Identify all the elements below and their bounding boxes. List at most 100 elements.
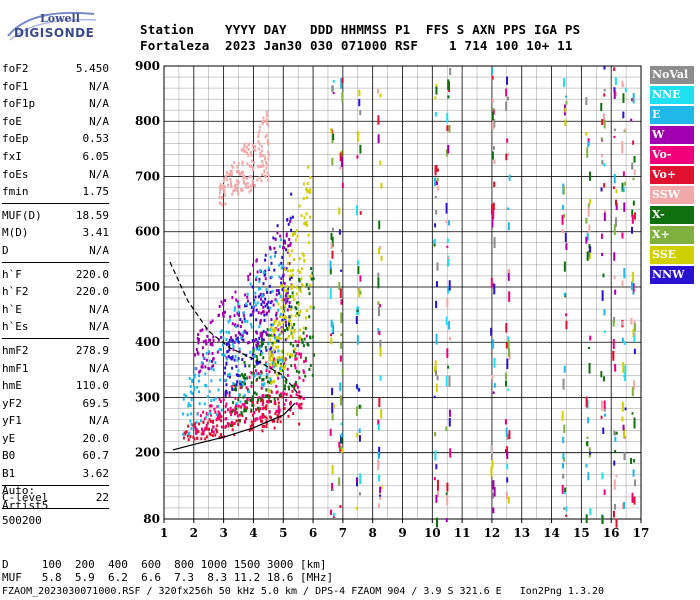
echo-dot xyxy=(267,342,270,346)
echo-dot xyxy=(261,377,264,381)
echo-dot xyxy=(253,365,256,369)
interference-mark xyxy=(506,96,509,101)
interference-mark xyxy=(340,269,343,272)
echo-dot xyxy=(266,328,269,332)
echo-dot xyxy=(204,372,207,376)
param-row: hmF2 278.9 xyxy=(2,342,109,360)
echo-dot xyxy=(261,331,264,335)
interference-mark xyxy=(340,156,343,168)
echo-dot xyxy=(220,329,223,333)
echo-dot xyxy=(297,302,300,306)
echo-dot xyxy=(287,322,290,326)
echo-dot xyxy=(242,177,245,181)
echo-dot xyxy=(293,384,296,388)
echo-dot xyxy=(237,302,240,306)
echo-dot xyxy=(310,267,313,271)
echo-dot xyxy=(259,352,262,356)
echo-dot xyxy=(262,394,265,398)
echo-dot xyxy=(240,405,243,409)
echo-dot xyxy=(283,365,286,369)
echo-dot xyxy=(236,182,239,186)
x-tick-label: 9 xyxy=(398,526,406,540)
echo-dot xyxy=(258,277,261,281)
echo-dot xyxy=(290,314,293,318)
echo-dot xyxy=(259,287,262,291)
interference-mark xyxy=(587,206,590,217)
echo-dot xyxy=(228,331,231,335)
interference-mark xyxy=(377,301,380,305)
echo-dot xyxy=(189,384,192,388)
interference-mark xyxy=(613,87,616,93)
interference-mark xyxy=(493,487,496,497)
echo-dot xyxy=(302,182,305,186)
echo-dot xyxy=(276,420,279,424)
echo-dot xyxy=(230,385,233,389)
interference-mark xyxy=(622,502,625,510)
echo-dot xyxy=(237,404,240,408)
echo-dot xyxy=(291,215,294,219)
echo-dot xyxy=(278,322,281,326)
interference-mark xyxy=(359,110,362,116)
echo-dot xyxy=(204,365,207,369)
logo-swoosh-icon xyxy=(7,11,97,41)
echo-dot xyxy=(206,421,209,425)
echo-dot xyxy=(197,333,200,337)
interference-mark xyxy=(505,342,508,349)
echo-dot xyxy=(302,196,305,200)
interference-mark xyxy=(378,330,381,336)
interference-mark xyxy=(356,260,359,266)
interference-mark xyxy=(587,472,590,481)
echo-dot xyxy=(250,420,253,424)
echo-dot xyxy=(181,412,184,416)
echo-dot xyxy=(222,179,225,183)
interference-mark xyxy=(561,229,564,234)
echo-dot xyxy=(246,376,249,380)
interference-mark xyxy=(378,474,381,482)
echo-dot xyxy=(262,330,265,334)
echo-dot xyxy=(256,401,259,405)
echo-dot xyxy=(257,147,260,151)
interference-mark xyxy=(332,512,335,517)
echo-dot xyxy=(273,246,276,250)
interference-mark xyxy=(612,339,615,349)
echo-dot xyxy=(255,377,258,381)
interference-mark xyxy=(355,506,358,510)
echo-dot xyxy=(241,373,244,377)
echo-dot xyxy=(235,388,238,392)
echo-dot xyxy=(291,273,294,277)
echo-dot xyxy=(203,402,206,406)
interference-mark xyxy=(585,514,588,524)
echo-dot xyxy=(265,404,268,408)
echo-dot xyxy=(306,196,309,200)
echo-dot xyxy=(288,334,291,338)
interference-mark xyxy=(614,449,617,453)
echo-dot xyxy=(250,164,253,168)
param-name: D xyxy=(2,243,9,257)
param-divider xyxy=(2,261,109,264)
echo-dot xyxy=(232,381,235,385)
note-line: Artist5 xyxy=(2,499,49,512)
interference-mark xyxy=(491,374,494,379)
echo-dot xyxy=(205,435,208,439)
echo-dot xyxy=(250,175,253,179)
echo-dot xyxy=(263,382,266,386)
echo-dot xyxy=(227,422,230,426)
interference-mark xyxy=(507,388,510,391)
interference-mark xyxy=(359,473,362,485)
echo-dot xyxy=(260,153,263,157)
echo-dot xyxy=(182,397,185,401)
echo-dot xyxy=(202,353,205,357)
echo-dot xyxy=(205,423,208,427)
echo-dot xyxy=(240,336,243,340)
echo-dot xyxy=(254,369,257,373)
echo-dot xyxy=(269,276,272,280)
interference-mark xyxy=(600,102,603,112)
echo-dot xyxy=(309,274,312,278)
interference-mark xyxy=(633,169,636,175)
echo-dot xyxy=(246,292,249,296)
echo-dot xyxy=(244,382,247,386)
echo-dot xyxy=(277,345,280,349)
echo-dot xyxy=(247,278,250,282)
interference-mark xyxy=(585,441,588,445)
echo-dot xyxy=(193,373,196,377)
